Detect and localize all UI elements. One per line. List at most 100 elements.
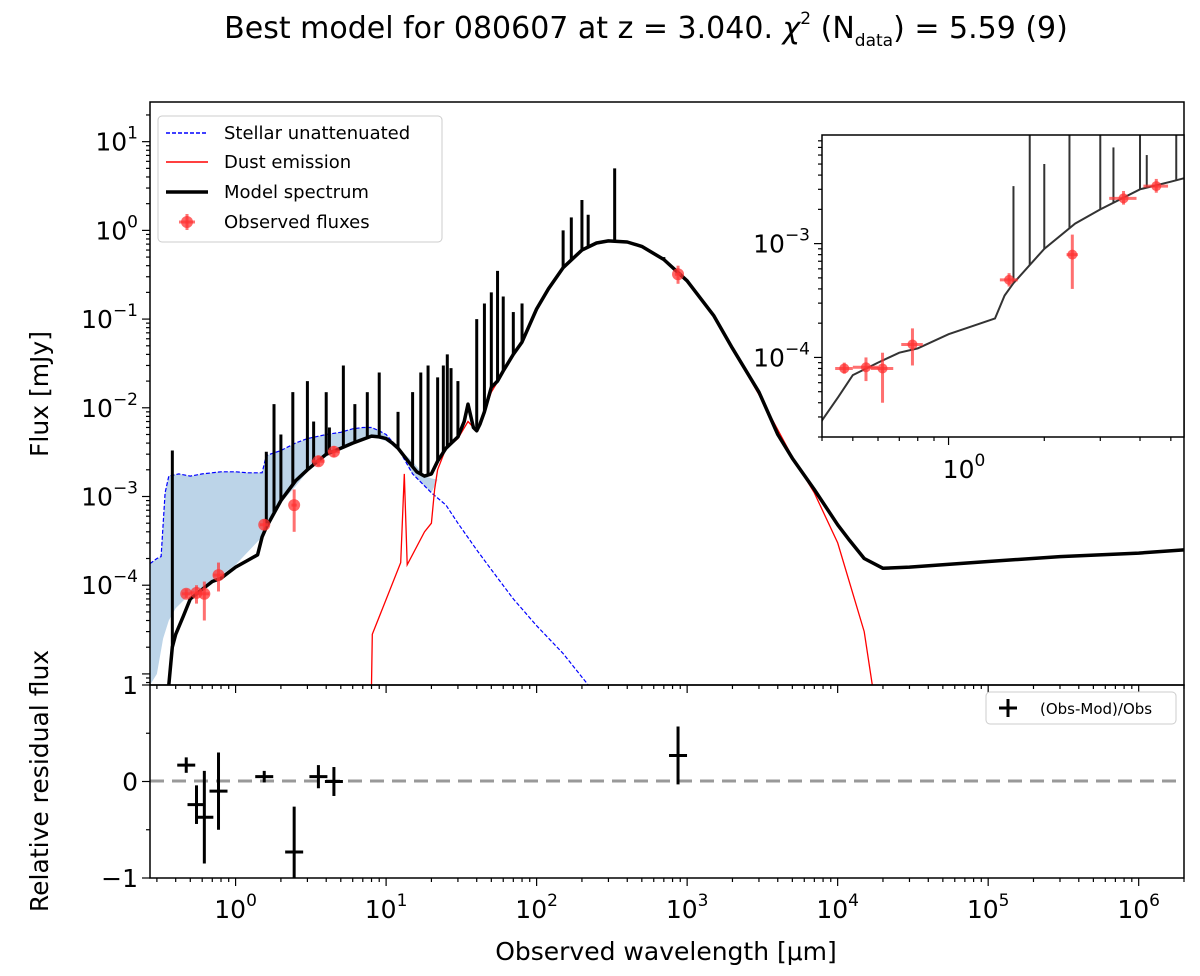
- title-ndata-sub: data: [855, 31, 893, 51]
- title-ndata-close: ) = 5.59 (9): [893, 11, 1068, 46]
- legend: Stellar unattenuated Dust emission Model…: [157, 115, 443, 243]
- legend-model-label: Model spectrum: [224, 182, 369, 203]
- main-panel: 101 100 10−1 10−2 10−3 10−4 Flux [mJy] 1 Stel…: [25, 101, 1185, 700]
- observed-flux-point: [672, 265, 685, 284]
- title-chi: χ: [781, 11, 802, 46]
- residual-point: [324, 767, 343, 796]
- observed-flux-marker: [258, 518, 271, 531]
- residual-point: [209, 752, 228, 830]
- inset-observed-point: [1143, 178, 1169, 193]
- residual-y-label: Relative residual flux: [25, 650, 54, 912]
- inset-observed-point: [835, 362, 853, 374]
- title-main: Best model for 080607 at z = 3.040.: [224, 11, 782, 46]
- residual-point: [195, 770, 214, 864]
- residual-point: [669, 726, 688, 785]
- inset-observed-fluxes: [835, 178, 1169, 403]
- main-y-tick-label: 10−2: [81, 390, 138, 423]
- main-y-bottom-label: 1: [122, 671, 138, 700]
- residual-points: [177, 726, 688, 878]
- x-tick-label: 105: [967, 891, 1010, 924]
- title-chi-exp: 2: [800, 9, 811, 29]
- x-tick-label: 104: [816, 891, 859, 924]
- inset-observed-point: [901, 328, 923, 366]
- main-y-tick-label: 10−4: [81, 567, 138, 600]
- inset-observed-point: [1066, 234, 1078, 289]
- attenuation-fill: [150, 427, 438, 685]
- inset-background: [822, 135, 1184, 437]
- legend-observed-label: Observed fluxes: [224, 212, 370, 233]
- inset-x-tick-base: 10: [943, 455, 975, 484]
- legend-stellar-label: Stellar unattenuated: [224, 123, 410, 144]
- x-tick-label: 103: [666, 891, 709, 924]
- inset-flux-marker: [907, 339, 918, 350]
- observed-flux-point: [258, 518, 271, 531]
- inset-flux-marker: [1067, 249, 1078, 260]
- x-tick-label: 101: [365, 891, 408, 924]
- residual-point: [285, 806, 304, 878]
- observed-flux-point: [288, 489, 301, 532]
- main-y-tick-label: 10−3: [81, 479, 138, 512]
- res-y-tick-label: 0: [122, 768, 138, 797]
- x-axis-label: Observed wavelength [μm]: [495, 937, 837, 966]
- observed-flux-marker: [672, 268, 685, 281]
- residual-legend-box: [985, 691, 1177, 725]
- main-y-tick-label: 100: [95, 212, 138, 245]
- inset-flux-marker: [839, 363, 850, 374]
- residual-legend: (Obs-Mod)/Obs: [985, 691, 1177, 725]
- inset-x-tick-label: 100: [943, 451, 986, 484]
- x-tick-label: 100: [214, 891, 257, 924]
- legend-box: [157, 115, 443, 243]
- residual-point: [255, 770, 274, 783]
- inset-flux-marker: [877, 363, 888, 374]
- observed-fluxes: [180, 265, 685, 621]
- inset-emission-lines: [1012, 135, 1178, 284]
- residual-point: [309, 765, 328, 789]
- residual-point: [177, 757, 196, 773]
- inset-frame: [821, 134, 1185, 438]
- main-y-label: Flux [mJy]: [25, 331, 54, 457]
- observed-flux-marker: [288, 499, 301, 512]
- observed-flux-marker: [180, 587, 193, 600]
- observed-flux-point: [198, 581, 211, 621]
- observed-flux-point: [180, 587, 193, 600]
- residual-x-ticks: 100 101 102 103 104 105 106: [156, 878, 1185, 924]
- stellar-unattenuated-line: [150, 426, 589, 685]
- inset-x-ticks: [821, 437, 1172, 445]
- observed-flux-point: [311, 455, 325, 468]
- x-tick-label: 106: [1117, 891, 1160, 924]
- inset-flux-marker: [860, 362, 871, 373]
- inset-flux-marker: [1151, 181, 1162, 192]
- chart-title: Best model for 080607 at z = 3.040. χ2 (…: [224, 9, 1068, 51]
- observed-flux-point: [327, 445, 340, 458]
- observed-flux-marker: [312, 455, 325, 468]
- inset-panel: 10−3 10−4 100: [753, 134, 1185, 484]
- observed-flux-marker: [212, 569, 225, 582]
- legend-observed-swatch: [179, 214, 195, 230]
- inset-flux-marker: [1118, 193, 1129, 204]
- observed-flux-point: [212, 562, 225, 592]
- model-spectrum-line: [167, 239, 1184, 685]
- inset-observed-point: [999, 273, 1018, 287]
- x-tick-label: 102: [515, 891, 558, 924]
- residual-panel: 100 101 102 103 104 105 106 0 −1 Relative resid…: [25, 650, 1185, 924]
- inset-y-tick-label: 10−3: [753, 226, 810, 259]
- residual-legend-label: (Obs-Mod)/Obs: [1040, 700, 1152, 718]
- main-y-tick-label: 10−1: [81, 301, 138, 334]
- inset-flux-marker: [1004, 274, 1015, 285]
- main-y-tick-label: 101: [95, 124, 138, 157]
- residual-y-ticks: 0 −1: [101, 684, 150, 893]
- title-ndata-open: (N: [811, 11, 855, 46]
- observed-flux-marker: [198, 587, 211, 600]
- emission-lines: [170, 168, 666, 648]
- inset-observed-point: [870, 352, 894, 403]
- legend-dust-label: Dust emission: [224, 152, 351, 173]
- observed-flux-marker: [327, 445, 340, 458]
- inset-observed-point: [852, 357, 879, 382]
- inset-x-tick-exp: 0: [974, 451, 985, 471]
- inset-y-tick-label: 10−4: [753, 339, 810, 372]
- main-y-ticks: 101 100 10−1 10−2 10−3 10−4: [81, 114, 150, 684]
- res-y-tick-label: −1: [101, 864, 138, 893]
- inset-y-ticks: 10−3 10−4: [753, 140, 822, 438]
- inset-observed-point: [1109, 190, 1137, 205]
